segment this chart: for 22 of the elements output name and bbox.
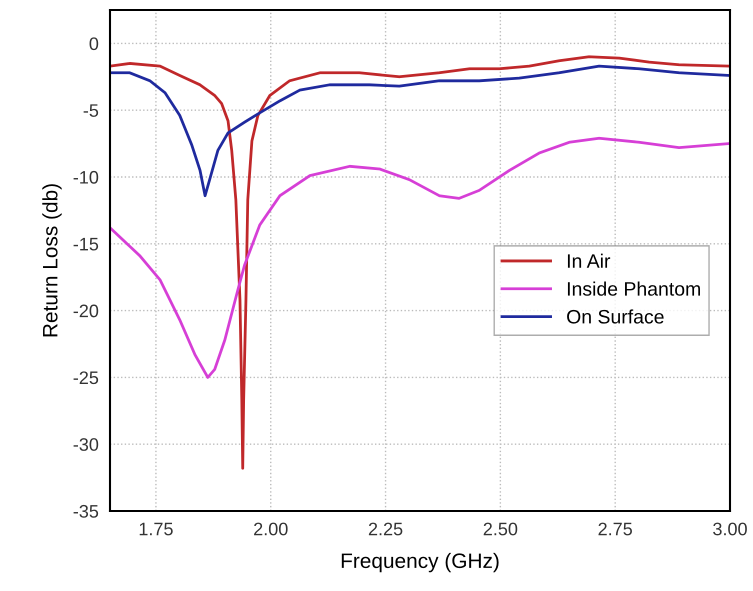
x-tick-label: 2.75	[598, 522, 632, 536]
y-tick-label: 0	[90, 37, 98, 50]
x-tick-label: 2.50	[484, 522, 518, 536]
x-axis-title: Frequency (GHz)	[342, 552, 499, 572]
line-series	[110, 64, 730, 198]
y-axis-title: Return Loss (db)	[42, 184, 62, 336]
line-series	[110, 136, 730, 379]
y-tick-label: -15	[74, 238, 98, 251]
y-tick-label: -20	[74, 304, 98, 318]
line-series	[110, 55, 730, 470]
y-tick-label: -10	[74, 170, 98, 184]
legend-label: On Surface	[567, 309, 664, 324]
y-tick-label: -5	[84, 104, 98, 117]
x-tick-label: 3.00	[713, 522, 747, 536]
x-tick-label: 2.00	[254, 522, 288, 536]
y-tick-label: -35	[74, 504, 98, 518]
x-tick-label: 2.25	[368, 522, 402, 536]
legend-label: In Air	[568, 254, 610, 268]
y-tick-label: -25	[74, 371, 98, 384]
y-tick-label: -30	[74, 438, 98, 451]
legend-label: Inside Phantom	[568, 281, 700, 296]
x-tick-label: 1.75	[140, 522, 173, 536]
